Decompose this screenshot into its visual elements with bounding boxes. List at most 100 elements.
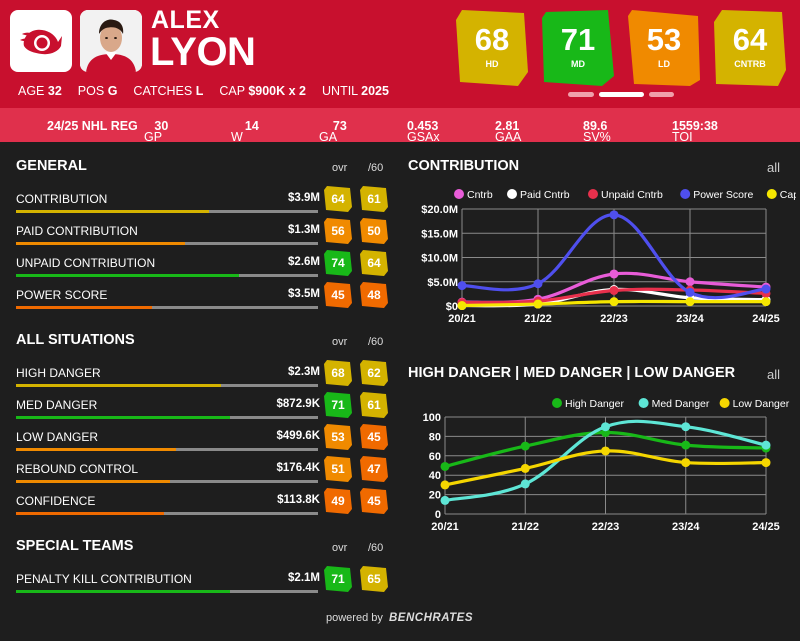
data-point[interactable] [440, 495, 450, 505]
data-point[interactable] [601, 422, 610, 432]
bio-catches: CATCHES L [133, 84, 204, 98]
data-point[interactable] [761, 440, 771, 450]
ovr-rating-chip: 56 [324, 218, 352, 244]
metric-value: $499.6K [276, 430, 320, 442]
bio-cap: CAP $900K x 2 [219, 84, 307, 98]
carousel-dot-1[interactable] [568, 92, 594, 97]
data-point[interactable] [761, 458, 771, 468]
data-point[interactable] [520, 441, 530, 451]
data-point[interactable] [761, 297, 771, 307]
per60-rating-chip: 61 [360, 186, 388, 212]
brand-logo[interactable]: BENCHRATES [389, 612, 474, 624]
team-logo [10, 10, 72, 72]
y-tick-label: $15.0M [421, 228, 458, 240]
col-header-ovr: ovr [332, 336, 348, 348]
data-point[interactable] [609, 269, 619, 279]
danger-all-link[interactable]: all [767, 367, 781, 382]
metric-value: $872.9K [276, 398, 320, 410]
legend-label[interactable]: Power Score [693, 189, 753, 201]
section-title-all-situations: ALL SITUATIONS [16, 332, 135, 348]
stat-toi: TOI 1559:38 [672, 119, 718, 144]
metric-bar [16, 242, 318, 245]
legend-label[interactable]: Med Danger [652, 398, 710, 410]
rating-badge-cntrb: 64 CNTRB [714, 10, 786, 86]
stat-w: W 14 [231, 119, 259, 144]
x-tick-label: 21/22 [511, 521, 539, 533]
legend-label[interactable]: Cap Hit [780, 189, 796, 201]
data-point[interactable] [609, 297, 619, 307]
col-header-per60: /60 [368, 162, 384, 174]
legend-swatch [766, 189, 777, 199]
legend-swatch [552, 398, 562, 408]
legend-label[interactable]: Paid Cntrb [520, 189, 570, 201]
legend-swatch [638, 398, 649, 408]
data-point[interactable] [609, 210, 619, 220]
rating-badge-hd: 68 HD [456, 10, 528, 86]
per60-rating-chip: 45 [360, 488, 388, 514]
ovr-rating-chip: 74 [324, 250, 352, 276]
footer: powered by BENCHRATES [326, 612, 473, 624]
metric-value: $2.1M [288, 572, 320, 584]
legend-swatch [680, 189, 691, 199]
data-point[interactable] [457, 281, 467, 291]
player-bio: AGE 32 POS G CATCHES L CAP $900K x 2 UNT… [18, 84, 405, 98]
metric-value: $3.9M [288, 192, 320, 204]
metric-name: PAID CONTRIBUTION [16, 224, 138, 238]
red-wings-logo-icon [20, 29, 62, 55]
col-header-ovr: ovr [332, 542, 348, 554]
y-tick-label: 80 [429, 431, 441, 443]
data-point[interactable] [520, 479, 530, 489]
player-first-name: ALEX [151, 6, 220, 34]
metric-name: POWER SCORE [16, 288, 108, 302]
metric-bar [16, 512, 318, 515]
data-point[interactable] [440, 461, 450, 471]
data-point[interactable] [533, 299, 543, 309]
metric-bar [16, 480, 318, 483]
data-point[interactable] [685, 297, 695, 307]
per60-rating-chip: 64 [360, 250, 388, 276]
metric-bar-fill [16, 448, 177, 451]
data-point[interactable] [681, 422, 691, 432]
carousel-dot-3[interactable] [649, 92, 674, 97]
data-point[interactable] [457, 301, 467, 311]
data-point[interactable] [681, 458, 691, 468]
section-title-special-teams: SPECIAL TEAMS [16, 538, 134, 554]
x-tick-label: 22/23 [600, 313, 628, 325]
main-panel [0, 142, 800, 641]
metric-bar [16, 448, 318, 451]
data-point[interactable] [685, 277, 695, 287]
metric-name: CONFIDENCE [16, 494, 96, 508]
metric-value: $2.6M [288, 256, 320, 268]
x-tick-label: 21/22 [524, 313, 552, 325]
data-point[interactable] [681, 440, 691, 450]
legend-label[interactable]: Unpaid Cntrb [601, 189, 663, 201]
x-tick-label: 24/25 [752, 313, 780, 325]
x-tick-label: 20/21 [448, 313, 476, 325]
contribution-all-link[interactable]: all [767, 160, 781, 175]
metric-row: PAID CONTRIBUTION $1.3M 56 50 [16, 218, 392, 250]
y-tick-label: 60 [429, 451, 441, 463]
y-tick-label: $20.0M [421, 204, 458, 216]
rating-badge-ld: 53 LD [628, 10, 700, 86]
metric-bar [16, 590, 318, 593]
legend-label[interactable]: High Danger [565, 398, 624, 410]
legend-label[interactable]: Low Danger [733, 398, 790, 410]
y-tick-label: 0 [435, 509, 441, 521]
carousel-dot-2-active[interactable] [599, 92, 644, 97]
data-point[interactable] [609, 285, 619, 295]
data-point[interactable] [761, 284, 771, 294]
data-point[interactable] [601, 446, 610, 456]
rating-badge-md: 71 MD [542, 10, 614, 86]
metric-bar-fill [16, 480, 171, 483]
data-point[interactable] [685, 287, 695, 297]
metric-name: MED DANGER [16, 398, 98, 412]
x-tick-label: 22/23 [592, 521, 620, 533]
metric-bar [16, 384, 318, 387]
metric-bar [16, 274, 318, 277]
data-point[interactable] [533, 279, 543, 289]
data-point[interactable] [520, 463, 530, 473]
ovr-rating-chip: 45 [324, 282, 352, 308]
data-point[interactable] [440, 480, 450, 490]
col-header-per60: /60 [368, 336, 384, 348]
legend-label[interactable]: Cntrb [467, 189, 493, 201]
